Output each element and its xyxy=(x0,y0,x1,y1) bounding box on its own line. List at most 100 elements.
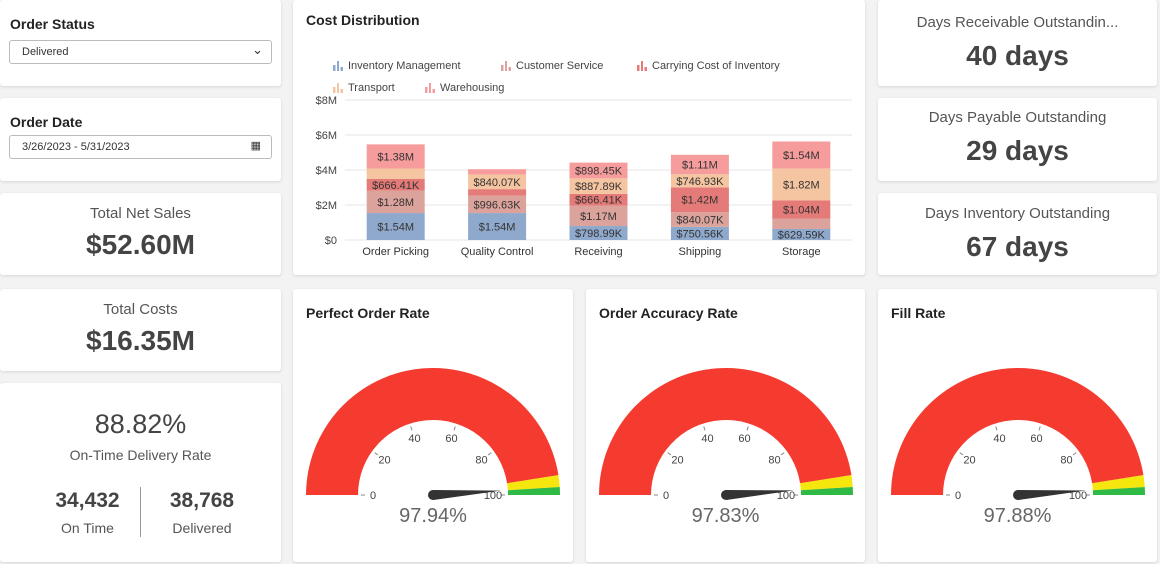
gauge-band xyxy=(800,487,853,495)
gauge-tick xyxy=(487,452,492,456)
gauge-band xyxy=(891,367,1144,495)
bar-segment[interactable] xyxy=(772,200,831,219)
bar-segment[interactable] xyxy=(366,190,425,214)
bar-segment[interactable] xyxy=(569,162,628,179)
bar-segment[interactable] xyxy=(468,174,527,190)
bar-segment[interactable] xyxy=(569,178,628,194)
legend-item[interactable]: Carrying Cost of Inventory xyxy=(637,60,780,72)
gauge-tick xyxy=(453,426,456,431)
on-time-label: On Time xyxy=(61,520,114,536)
x-tick-label: Receiving xyxy=(574,246,622,258)
gauge-value: 97.83% xyxy=(691,505,760,527)
data-label: $840.07K xyxy=(676,215,724,227)
data-label: $996.63K xyxy=(474,199,522,211)
bar-segment[interactable] xyxy=(569,226,628,240)
chart-title: Cost Distribution xyxy=(306,12,420,28)
data-label: $1.04M xyxy=(783,204,820,216)
gauge-tick-label: 0 xyxy=(663,490,669,502)
gauge-needle xyxy=(1017,490,1086,500)
order-accuracy-rate-card: Order Accuracy Rate 0 20 40 60 80 100 97.83% xyxy=(586,289,865,562)
bar-segment[interactable] xyxy=(772,141,831,169)
legend-item[interactable]: Customer Service xyxy=(501,60,603,72)
y-tick-label: $2M xyxy=(316,200,337,212)
gauge-tick-label: 40 xyxy=(993,433,1005,445)
x-tick-label: Shipping xyxy=(678,246,721,258)
delivered-count: 38,768 xyxy=(169,489,235,512)
legend-item[interactable]: Warehousing xyxy=(425,82,504,94)
legend-item[interactable]: Inventory Management xyxy=(333,60,461,72)
x-tick-label: Storage xyxy=(782,246,821,258)
bar-segment[interactable] xyxy=(468,169,527,175)
gauge-title: Fill Rate xyxy=(891,305,946,321)
bar-segment[interactable] xyxy=(772,228,831,240)
legend-label: Inventory Management xyxy=(348,60,461,72)
gauge: 0 20 40 60 80 100 xyxy=(306,367,560,502)
bar-chart-icon xyxy=(501,61,511,71)
x-tick-label: Order Picking xyxy=(362,246,429,258)
order-date-picker[interactable]: 3/26/2023 - 5/31/2023 ▦ xyxy=(9,135,272,159)
order-date-title: Order Date xyxy=(10,114,83,130)
gauge-tick xyxy=(703,426,706,431)
bar-segment[interactable] xyxy=(366,168,425,179)
bar-segment[interactable] xyxy=(468,189,527,196)
order-date-card: Order Date 3/26/2023 - 5/31/2023 ▦ xyxy=(0,98,281,181)
otd-value: 88.82% xyxy=(94,409,187,439)
gauge-tick-label: 80 xyxy=(1060,455,1072,467)
cost-distribution-card: Cost Distribution Inventory Management Cu… xyxy=(293,0,865,275)
order-status-title: Order Status xyxy=(10,16,95,32)
dio-value: 67 days xyxy=(966,231,1069,262)
net-sales-value: $52.60M xyxy=(86,229,195,260)
gauge-tick xyxy=(1038,426,1041,431)
gauge-band xyxy=(1092,475,1145,491)
bar-segment[interactable] xyxy=(772,168,831,201)
bar-segment[interactable] xyxy=(670,154,729,175)
bar-segment[interactable] xyxy=(468,213,527,240)
calendar-icon[interactable]: ▦ xyxy=(250,140,261,152)
bar-segment[interactable] xyxy=(772,218,831,229)
bar-segment[interactable] xyxy=(569,205,628,227)
net-sales-card: Total Net Sales $52.60M xyxy=(0,193,281,275)
gauge-tick xyxy=(746,426,749,431)
bar-segment[interactable] xyxy=(670,174,729,188)
bar-segment[interactable] xyxy=(670,187,729,213)
bar-segment[interactable] xyxy=(670,212,729,227)
dro-card: Days Receivable Outstandin... 40 days xyxy=(878,0,1157,86)
order-date-value: 3/26/2023 - 5/31/2023 xyxy=(22,141,130,153)
bar-chart-icon xyxy=(425,83,435,93)
gauge-tick-label: 20 xyxy=(671,455,683,467)
data-label: $1.54M xyxy=(377,222,414,234)
bar-segment[interactable] xyxy=(366,144,425,169)
y-tick-label: $0 xyxy=(325,235,337,247)
bar-segment[interactable] xyxy=(670,226,729,240)
bar-segment[interactable] xyxy=(366,178,425,191)
bar-segment[interactable] xyxy=(569,193,628,206)
gauge: 0 20 40 60 80 100 xyxy=(891,367,1145,502)
gauge-needle xyxy=(725,490,794,500)
bar-segment[interactable] xyxy=(468,195,527,214)
legend-label: Transport xyxy=(348,82,395,94)
gauge-band xyxy=(599,367,852,495)
data-label: $629.59K xyxy=(778,229,826,241)
gauge-tick-label: 60 xyxy=(445,433,457,445)
data-label: $666.41K xyxy=(575,195,623,207)
legend-item[interactable]: Transport xyxy=(333,82,395,94)
order-status-select[interactable]: Delivered ⌄ xyxy=(9,40,272,64)
gauge-tick xyxy=(667,452,672,456)
gauge-needle-hub xyxy=(721,490,731,500)
total-costs-card: Total Costs $16.35M xyxy=(0,289,281,371)
net-sales-label: Total Net Sales xyxy=(90,205,191,222)
otd-label: On-Time Delivery Rate xyxy=(69,447,212,463)
y-tick-label: $6M xyxy=(316,130,337,142)
dio-label: Days Inventory Outstanding xyxy=(924,205,1111,222)
bar-segment[interactable] xyxy=(366,213,425,240)
data-label: $1.42M xyxy=(682,195,719,207)
gauge-tick xyxy=(1072,452,1077,456)
gauge-tick-label: 100 xyxy=(484,490,502,502)
data-label: $898.45K xyxy=(575,165,623,177)
dpo-label: Days Payable Outstanding xyxy=(928,109,1107,126)
total-costs-value: $16.35M xyxy=(86,325,195,356)
perfect-order-rate-card: Perfect Order Rate 0 20 40 60 80 100 97.94% xyxy=(293,289,573,562)
dro-label: Days Receivable Outstandin... xyxy=(916,14,1119,31)
chevron-down-icon: ⌄ xyxy=(252,42,263,57)
x-tick-label: Quality Control xyxy=(461,246,534,258)
